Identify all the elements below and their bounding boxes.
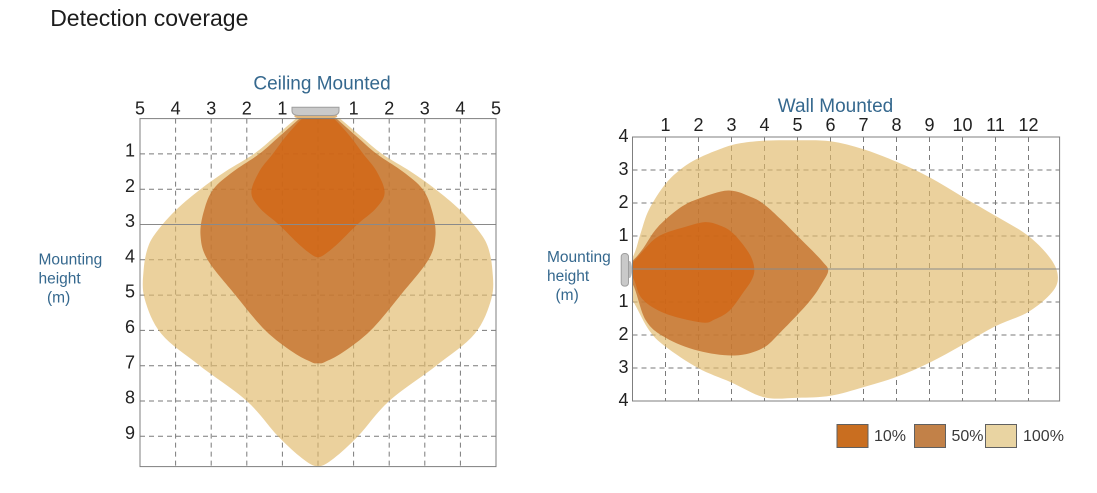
svg-text:height: height [39,271,82,288]
svg-text:(m): (m) [556,287,579,304]
svg-text:3: 3 [420,99,430,119]
svg-text:4: 4 [759,115,769,135]
svg-text:2: 2 [384,99,394,119]
svg-text:10%: 10% [874,428,906,445]
svg-text:3: 3 [726,115,736,135]
svg-text:7: 7 [858,115,868,135]
svg-text:3: 3 [618,159,628,179]
svg-text:7: 7 [125,352,135,372]
svg-text:4: 4 [125,246,135,266]
svg-text:4: 4 [618,126,628,146]
svg-text:3: 3 [206,99,216,119]
svg-text:6: 6 [125,317,135,337]
svg-text:2: 2 [693,115,703,135]
svg-text:4: 4 [618,390,628,410]
svg-text:5: 5 [125,282,135,302]
svg-text:2: 2 [618,192,628,212]
svg-text:6: 6 [825,115,835,135]
svg-text:Wall Mounted: Wall Mounted [778,96,893,117]
svg-text:4: 4 [171,99,181,119]
svg-text:1: 1 [277,99,287,119]
svg-text:12: 12 [1018,115,1038,135]
svg-text:2: 2 [125,176,135,196]
svg-text:11: 11 [986,115,1005,135]
svg-text:Ceiling Mounted: Ceiling Mounted [253,74,390,95]
svg-text:5: 5 [792,115,802,135]
svg-text:5: 5 [135,99,145,119]
svg-text:5: 5 [491,99,501,119]
svg-text:9: 9 [125,423,135,443]
svg-text:1: 1 [618,291,628,311]
svg-text:100%: 100% [1023,428,1064,445]
svg-text:8: 8 [125,388,135,408]
svg-text:2: 2 [242,99,252,119]
svg-text:50%: 50% [952,428,984,445]
svg-text:4: 4 [455,99,465,119]
svg-text:2: 2 [618,324,628,344]
svg-text:3: 3 [618,357,628,377]
svg-text:1: 1 [660,115,670,135]
svg-text:height: height [547,268,590,285]
svg-text:8: 8 [891,115,901,135]
svg-text:Detection coverage: Detection coverage [50,5,248,31]
svg-text:(m): (m) [47,290,70,307]
svg-text:1: 1 [349,99,359,119]
svg-text:1: 1 [125,141,135,161]
svg-text:9: 9 [924,115,934,135]
svg-text:3: 3 [125,211,135,231]
svg-text:Mounting: Mounting [39,252,103,269]
svg-text:10: 10 [952,115,972,135]
svg-text:Mounting: Mounting [547,249,611,266]
svg-text:1: 1 [618,225,628,245]
